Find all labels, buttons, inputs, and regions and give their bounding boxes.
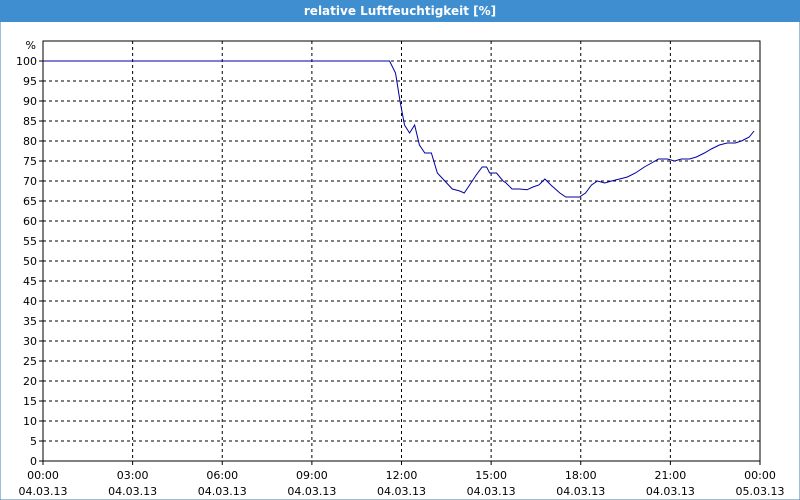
y-tick-label: 60 [23,215,37,228]
x-tick-label: 18:00 [565,469,597,482]
x-tick-label: 00:00 [744,469,776,482]
x-tick-date: 04.03.13 [287,485,336,498]
y-tick-label: 15 [23,395,37,408]
y-tick-label: 80 [23,135,37,148]
y-tick-label: 50 [23,255,37,268]
y-tick-label: 30 [23,335,37,348]
y-tick-label: 5 [30,435,37,448]
y-tick-label: 40 [23,295,37,308]
y-tick-label: 65 [23,195,37,208]
chart-title: relative Luftfeuchtigkeit [%] [304,4,496,18]
y-tick-label: 100 [16,55,37,68]
y-tick-label: 35 [23,315,37,328]
y-tick-label: 75 [23,155,37,168]
y-tick-label: 90 [23,95,37,108]
x-tick-label: 12:00 [386,469,418,482]
x-tick-label: 09:00 [296,469,328,482]
x-tick-date: 04.03.13 [377,485,426,498]
y-tick-label: 70 [23,175,37,188]
x-tick-date: 04.03.13 [556,485,605,498]
y-tick-label: 85 [23,115,37,128]
y-tick-label: 0 [30,455,37,468]
x-tick-label: 03:00 [117,469,149,482]
y-axis-label: % [26,39,36,52]
data-line [43,60,755,198]
x-tick-date: 04.03.13 [646,485,695,498]
y-tick-label: 95 [23,75,37,88]
y-tick-label: 10 [23,415,37,428]
x-tick-date: 04.03.13 [467,485,516,498]
y-tick-label: 45 [23,275,37,288]
y-tick-label: 20 [23,375,37,388]
x-tick-label: 06:00 [206,469,238,482]
title-bar [0,0,800,22]
x-tick-date: 04.03.13 [108,485,157,498]
x-tick-date: 04.03.13 [198,485,247,498]
x-tick-label: 21:00 [655,469,687,482]
y-tick-label: 25 [23,355,37,368]
x-tick-date: 04.03.13 [19,485,68,498]
x-tick-label: 00:00 [27,469,59,482]
y-tick-label: 55 [23,235,37,248]
x-tick-date: 05.03.13 [736,485,785,498]
x-tick-label: 15:00 [475,469,507,482]
